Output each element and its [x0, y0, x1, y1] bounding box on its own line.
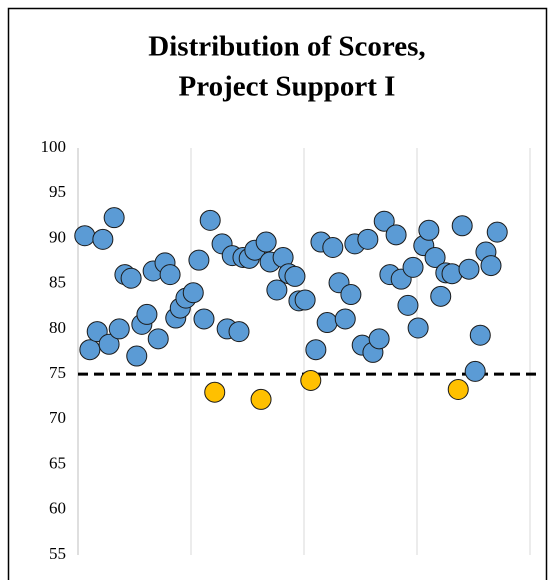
point — [340, 284, 362, 306]
point — [424, 246, 446, 268]
point — [250, 388, 272, 410]
point — [193, 308, 215, 330]
point — [464, 360, 486, 382]
point — [255, 231, 277, 253]
point — [373, 210, 395, 232]
point — [334, 308, 356, 330]
chart-title-line: Distribution of Scores, — [148, 31, 425, 63]
point — [368, 328, 390, 350]
point — [322, 236, 344, 258]
point — [300, 369, 322, 391]
point — [357, 228, 379, 250]
point — [284, 265, 306, 287]
point — [294, 289, 316, 311]
point — [92, 228, 114, 250]
point — [204, 381, 226, 403]
point — [305, 339, 327, 361]
point — [126, 345, 148, 367]
y-tick-label: 100 — [41, 137, 67, 156]
point — [188, 249, 210, 271]
point — [108, 318, 130, 340]
point — [228, 321, 250, 343]
point — [120, 267, 142, 289]
y-tick-label: 70 — [49, 408, 66, 427]
point — [103, 207, 125, 229]
point — [418, 219, 440, 241]
point — [316, 312, 338, 334]
point — [430, 285, 452, 307]
point — [447, 378, 469, 400]
point — [182, 282, 204, 304]
point — [469, 324, 491, 346]
point — [458, 258, 480, 280]
point — [402, 256, 424, 278]
point — [147, 328, 169, 350]
point — [79, 339, 101, 361]
y-tick-label: 75 — [49, 363, 66, 382]
chart-title-line: Project Support I — [179, 71, 396, 103]
point — [199, 209, 221, 231]
y-tick-label: 55 — [49, 544, 66, 563]
y-tick-label: 80 — [49, 318, 66, 337]
y-tick-label: 95 — [49, 182, 66, 201]
point — [266, 279, 288, 301]
point — [407, 317, 429, 339]
y-tick-label: 65 — [49, 453, 66, 472]
point — [451, 215, 473, 237]
y-tick-label: 90 — [49, 227, 66, 246]
point — [486, 221, 508, 243]
point — [136, 303, 158, 325]
point — [385, 224, 407, 246]
y-tick-label: 85 — [49, 273, 66, 292]
point — [98, 333, 120, 355]
point — [480, 255, 502, 277]
y-tick-label: 60 — [49, 499, 66, 518]
point — [159, 264, 181, 286]
point — [74, 225, 96, 247]
point — [397, 294, 419, 316]
